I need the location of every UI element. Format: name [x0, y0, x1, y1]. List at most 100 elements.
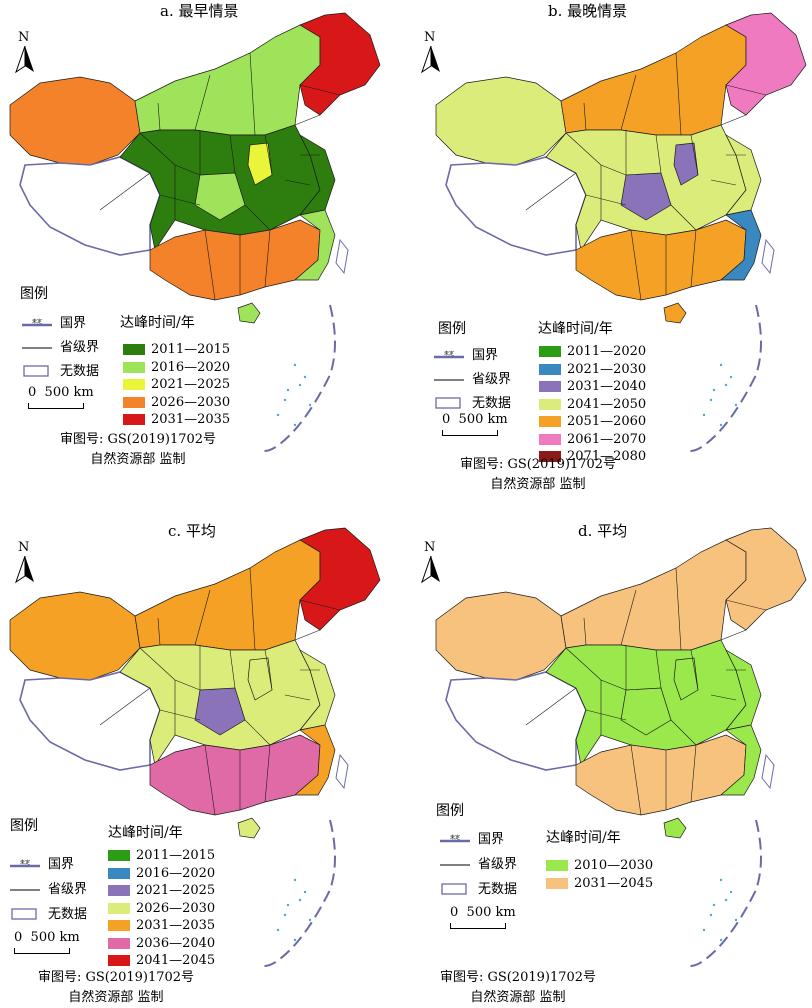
province-boundary — [585, 709, 627, 721]
province-boundary — [690, 649, 699, 691]
svg-text:未定: 未定 — [20, 859, 30, 866]
province-boundary — [99, 172, 151, 211]
legend-key-national-border: 未定 国界 — [22, 312, 86, 331]
legend-key-label: 省级界 — [472, 372, 512, 387]
province-boundary — [284, 694, 311, 701]
legend-item-label: 2021—2030 — [567, 361, 647, 377]
island-dot — [702, 928, 706, 932]
province-boundary — [99, 687, 151, 726]
legend-key-label: 省级界 — [478, 857, 518, 872]
legend-title: 图例 — [20, 286, 48, 302]
legend-key-provincial-border: 省级界 — [440, 853, 517, 872]
legend-item-label: 2016—2020 — [151, 359, 231, 375]
no-data-icon — [440, 882, 470, 895]
scale-bar-line — [28, 403, 84, 409]
north-label: N — [424, 30, 436, 45]
south-china-sea-border — [259, 304, 336, 452]
region-hainan — [663, 302, 687, 324]
provincial-border-icon — [22, 341, 52, 351]
legend-item-label: 2031—2045 — [574, 875, 654, 891]
legend-swatch — [539, 433, 561, 445]
island-dot — [729, 375, 733, 379]
peak-legend-item: 2021—2025 — [123, 377, 230, 392]
peak-legend-item: 2061—2070 — [539, 432, 646, 447]
legend-swatch — [108, 867, 130, 879]
peak-legend-item: 2031—2035 — [123, 412, 230, 427]
scale-label-distance: 500 km — [44, 385, 94, 400]
region-north — [134, 24, 321, 136]
peak-legend-item: 2036—2040 — [108, 936, 215, 951]
island-dot — [286, 903, 290, 907]
scale-label-zero: 0 — [14, 930, 23, 945]
taiwan — [761, 753, 775, 790]
region-southeast — [294, 724, 336, 796]
island-dot — [712, 388, 716, 392]
provincial-border-icon — [434, 373, 464, 383]
review-organization: 自然资源部 监制 — [90, 452, 186, 467]
region-centerLight — [620, 687, 672, 736]
review-organization: 自然资源部 监制 — [490, 477, 586, 492]
province-boundary — [194, 589, 211, 646]
legend-swatch — [108, 885, 130, 896]
legend-key-label: 无数据 — [478, 882, 518, 897]
national-border-icon: 未定 — [22, 317, 52, 327]
legend-key-national-border: 未定 国界 — [434, 344, 498, 363]
island-dot — [276, 928, 280, 932]
legend-item-label: 2011—2020 — [567, 344, 647, 359]
legend-item-label: 2011—2015 — [136, 848, 216, 863]
taiwan — [335, 753, 349, 790]
legend-key-label: 无数据 — [472, 396, 512, 411]
legend-key-no-data: 无数据 — [440, 878, 517, 897]
scale-bar: 0 500 km — [14, 930, 80, 954]
peak-legend-item: 2021—2030 — [539, 362, 646, 377]
legend-item-label: 2061—2070 — [567, 431, 647, 447]
region-west — [435, 76, 567, 166]
china-map — [9, 527, 381, 967]
north-label: N — [18, 540, 30, 555]
legend-key-provincial-border: 省级界 — [10, 878, 87, 897]
south-china-sea-border — [259, 819, 336, 967]
map-review-number: 审图号: GS(2019)1702号 自然资源部 监制 — [428, 455, 648, 495]
scale-bar-line — [450, 923, 506, 929]
review-code: 审图号: GS(2019)1702号 — [59, 432, 217, 447]
peak-legend-item: 2041—2045 — [108, 953, 215, 968]
taiwan — [761, 238, 775, 275]
scale-bar: 0 500 km — [450, 905, 516, 929]
china-map — [435, 12, 807, 452]
province-boundary — [264, 649, 273, 691]
legend-swatch — [108, 902, 130, 914]
scale-bar-line — [442, 430, 498, 436]
peak-legend-title: 达峰时间/年 — [538, 321, 613, 337]
legend-item-label: 2041—2045 — [136, 953, 216, 968]
scale-label-zero: 0 — [450, 905, 459, 920]
south-china-sea-border — [685, 304, 762, 452]
north-arrow-icon: N — [12, 30, 38, 78]
province-boundary — [725, 599, 767, 611]
peak-legend-item: 2016—2020 — [108, 866, 215, 881]
peak-legend-item: 2031—2035 — [108, 918, 215, 933]
scale-bar-line — [14, 948, 70, 954]
legend-swatch — [539, 398, 561, 410]
legend-item-label: 2031—2040 — [567, 379, 647, 394]
island-dot — [719, 938, 723, 942]
province-boundary — [675, 52, 682, 136]
legend-item-label: 2026—2030 — [136, 900, 216, 916]
island-dot — [719, 363, 723, 367]
review-organization: 自然资源部 监制 — [470, 990, 566, 1005]
legend-swatch — [123, 414, 145, 425]
north-arrow-icon: N — [418, 30, 444, 78]
region-shanxi — [673, 657, 699, 701]
island-dot — [303, 890, 307, 894]
legend-key-no-data: 无数据 — [10, 903, 87, 922]
map-panel-3: c. 平均 N 图例 未定 国界 省级界 无数据 0 500 km 达峰时间/年 2011—201… — [0, 500, 406, 1005]
island-dot — [293, 363, 297, 367]
legend-swatch — [108, 850, 130, 861]
national-border-icon: 未定 — [434, 349, 464, 359]
region-centerLight — [620, 172, 672, 221]
panel-title: b. 最晚情景 — [548, 2, 628, 20]
legend-swatch — [546, 877, 568, 889]
island-dot — [734, 403, 738, 407]
legend-item-label: 2011—2015 — [151, 342, 231, 357]
peak-legend-item: 2016—2020 — [123, 360, 230, 375]
province-boundary — [630, 744, 642, 816]
